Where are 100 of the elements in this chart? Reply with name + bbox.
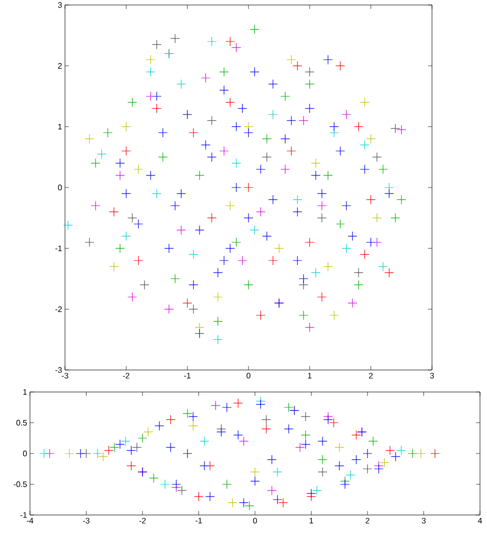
point — [261, 424, 272, 434]
point — [188, 250, 198, 260]
point — [127, 98, 138, 108]
point — [134, 219, 144, 229]
point — [351, 430, 362, 440]
point — [90, 200, 100, 211]
point — [120, 436, 130, 446]
point — [430, 448, 440, 458]
point — [366, 194, 376, 204]
point — [323, 170, 333, 180]
point — [286, 146, 296, 156]
point — [121, 122, 131, 132]
point — [334, 460, 344, 471]
point — [200, 436, 210, 446]
point — [362, 448, 372, 458]
point — [304, 67, 314, 77]
point — [200, 73, 210, 83]
point — [164, 244, 174, 254]
point — [317, 213, 327, 223]
point — [231, 122, 242, 132]
point — [286, 116, 296, 126]
point — [354, 122, 364, 132]
point — [340, 479, 350, 490]
point — [110, 442, 120, 452]
point — [272, 467, 282, 477]
point — [348, 231, 358, 241]
point — [219, 256, 229, 266]
point — [329, 122, 339, 132]
point — [238, 498, 249, 508]
point — [292, 207, 302, 217]
point — [219, 85, 229, 95]
point — [360, 140, 370, 150]
point — [310, 158, 321, 168]
point — [127, 292, 138, 302]
point — [170, 274, 180, 284]
point — [250, 24, 260, 34]
point — [292, 256, 302, 266]
point — [225, 36, 235, 46]
point — [267, 486, 277, 496]
point — [292, 61, 302, 71]
point — [335, 219, 346, 229]
point — [378, 164, 388, 174]
point — [256, 164, 266, 174]
point — [213, 334, 223, 344]
point — [143, 427, 153, 437]
point — [244, 213, 254, 223]
point — [348, 298, 358, 308]
point — [298, 116, 308, 126]
point — [335, 146, 346, 156]
point — [323, 262, 333, 272]
point — [268, 194, 278, 204]
point — [233, 398, 243, 408]
point — [216, 427, 226, 437]
point — [194, 225, 204, 235]
point — [280, 91, 290, 102]
point — [92, 448, 102, 458]
point — [328, 418, 339, 428]
point — [213, 268, 223, 278]
point — [366, 134, 376, 144]
point — [176, 225, 186, 235]
point — [98, 452, 108, 462]
point — [244, 182, 254, 192]
point — [390, 452, 400, 462]
point — [304, 79, 314, 89]
point — [132, 442, 142, 452]
point — [278, 498, 288, 508]
point — [268, 256, 278, 266]
point — [286, 54, 296, 65]
point — [360, 250, 370, 260]
point — [310, 170, 321, 180]
point — [115, 158, 125, 168]
point — [146, 54, 156, 65]
point — [267, 454, 277, 464]
point — [323, 54, 333, 65]
point — [225, 98, 235, 108]
point — [233, 430, 243, 440]
point — [188, 421, 198, 431]
point — [146, 67, 156, 77]
point — [366, 237, 376, 248]
point — [170, 200, 180, 211]
point — [138, 433, 148, 443]
point — [295, 442, 305, 452]
point — [194, 328, 204, 338]
point — [170, 34, 180, 44]
point — [262, 152, 272, 162]
point — [104, 446, 114, 456]
point — [182, 448, 192, 458]
point — [360, 98, 370, 108]
point — [109, 262, 119, 272]
point — [238, 104, 248, 114]
point — [372, 152, 382, 162]
point — [222, 402, 232, 412]
point — [134, 256, 144, 266]
point — [329, 310, 339, 320]
point — [109, 207, 119, 217]
point — [300, 412, 310, 422]
point — [318, 467, 328, 477]
point — [188, 128, 198, 138]
point — [231, 158, 242, 168]
point — [225, 200, 235, 211]
